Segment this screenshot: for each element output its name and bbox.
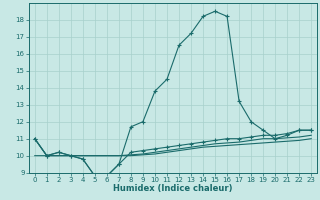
X-axis label: Humidex (Indice chaleur): Humidex (Indice chaleur) (113, 184, 233, 193)
